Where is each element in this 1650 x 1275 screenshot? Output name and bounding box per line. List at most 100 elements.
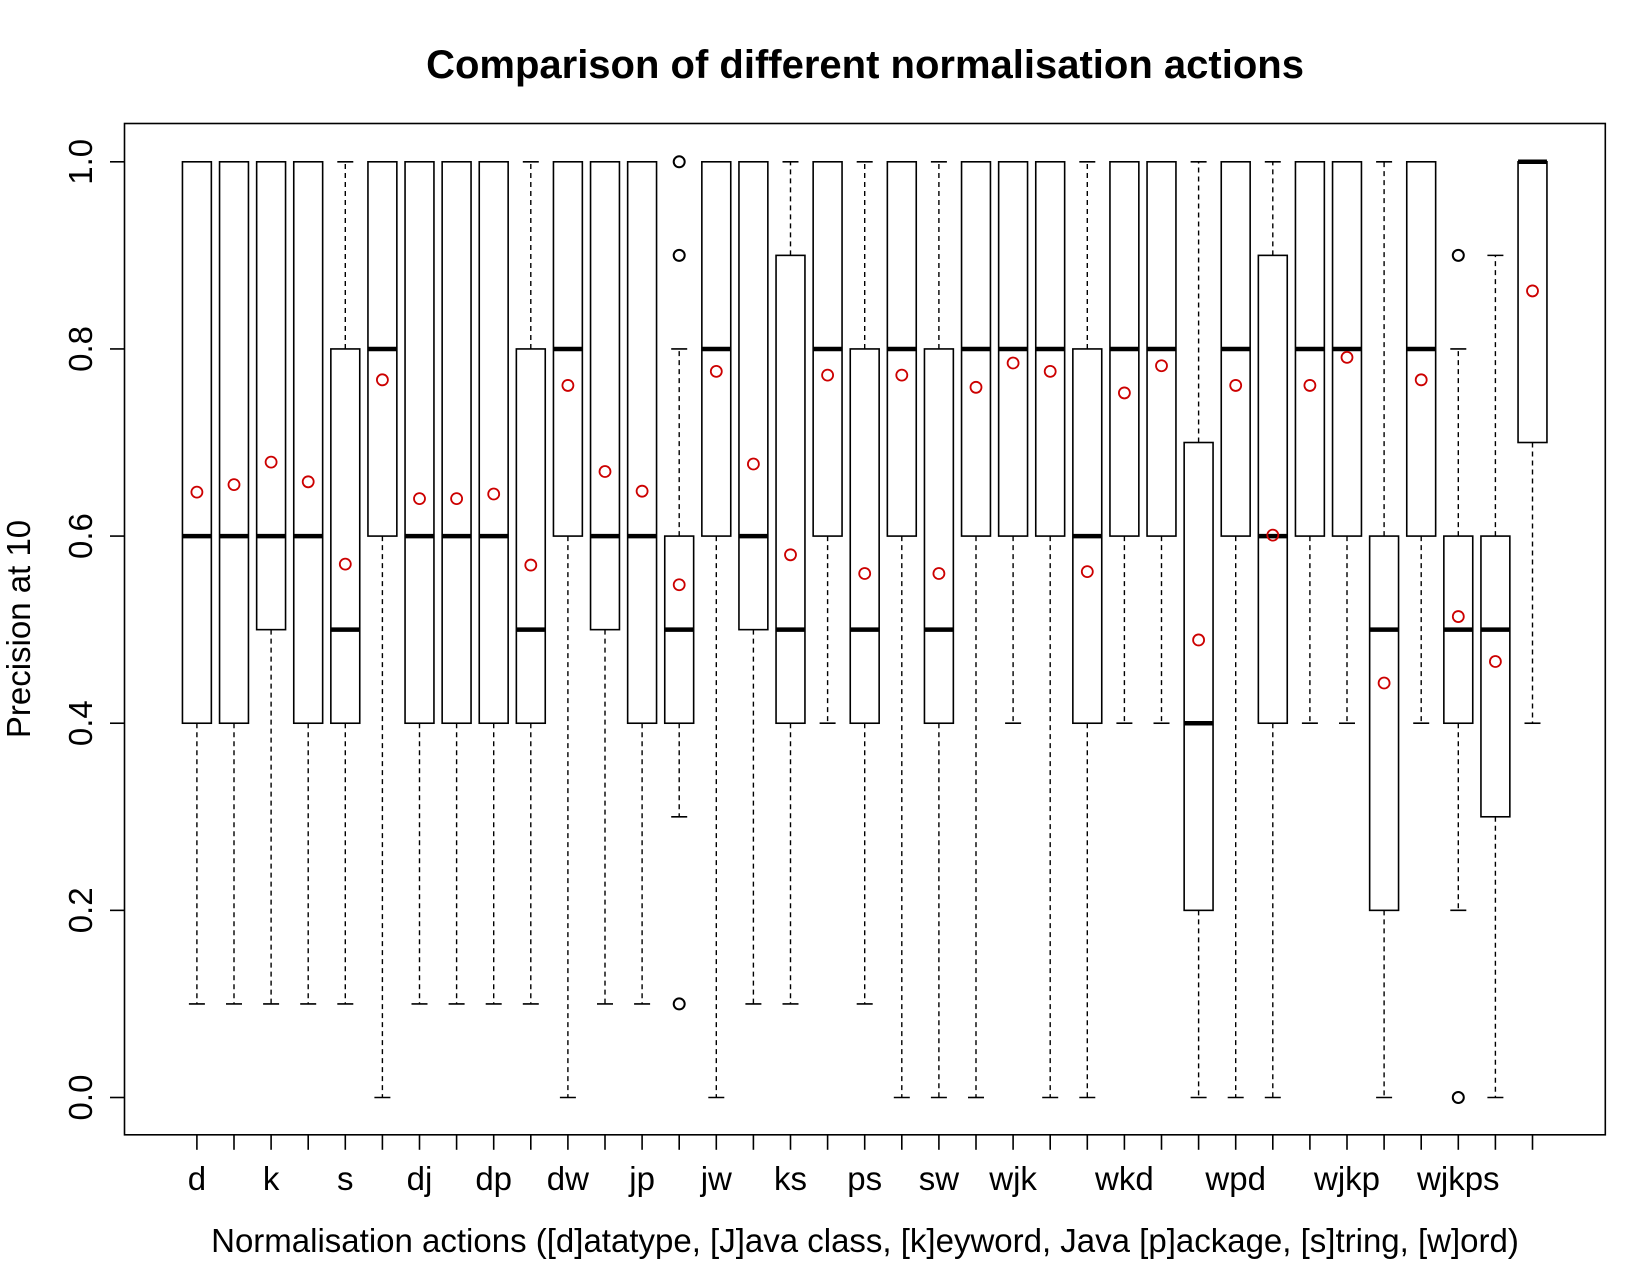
x-axis-label: Normalisation actions ([d]atatype, [J]av… <box>211 1222 1519 1259</box>
box-item-30 <box>1257 161 1289 1099</box>
box-jw <box>701 161 732 1099</box>
iqr-box <box>1368 535 1400 912</box>
mean-marker <box>1229 379 1243 392</box>
box-k <box>255 161 287 1005</box>
y-axis: 0.0 0.2 0.4 0.6 0.8 1.0 <box>62 139 125 1121</box>
box-item-16 <box>738 161 769 1005</box>
x-tick-label: wjk <box>988 1160 1037 1197</box>
iqr-box <box>330 348 361 725</box>
mean-marker <box>858 567 872 580</box>
y-tick-label: 0.8 <box>62 326 99 372</box>
iqr-box <box>1517 161 1548 444</box>
box-wjkp <box>1331 161 1363 725</box>
mean-marker <box>1043 364 1057 378</box>
mean-marker <box>264 455 278 469</box>
x-tick-label: dj <box>407 1160 433 1197</box>
iqr-box <box>849 348 880 725</box>
box-jp <box>626 161 658 1005</box>
x-tick-label: wpd <box>1204 1160 1266 1197</box>
box-item-12 <box>589 161 621 1005</box>
mean-marker <box>1155 359 1168 373</box>
box-item-34 <box>1405 161 1437 725</box>
mean-marker <box>895 368 909 382</box>
x-tick-label: s <box>337 1160 354 1197</box>
box-item-24 <box>1034 161 1066 1099</box>
mean-marker <box>1451 610 1465 623</box>
x-tick-label: dp <box>475 1160 512 1197</box>
mean-marker <box>524 558 538 572</box>
iqr-box <box>478 161 509 725</box>
box-item-2 <box>218 161 250 1005</box>
box-ks <box>775 161 806 1005</box>
x-axis: d k s dj dp dw jp jw ks ps sw wjk wkd wpd wjkp wjkps <box>188 1134 1534 1197</box>
box-item-25 <box>1072 161 1103 1099</box>
mean-marker <box>709 364 723 378</box>
mean-marker <box>190 485 204 499</box>
x-tick-label: d <box>188 1160 206 1197</box>
box-item-37 <box>1517 159 1548 725</box>
box-d <box>181 161 213 1005</box>
box-wjkps <box>1443 248 1474 1104</box>
mean-marker <box>1118 386 1131 400</box>
mean-marker <box>227 478 241 492</box>
chart-title: Comparison of different normalisation ac… <box>426 43 1304 87</box>
iqr-box <box>1480 535 1511 818</box>
outlier-point <box>1451 248 1465 262</box>
mean-marker <box>1006 356 1020 370</box>
iqr-box <box>1257 254 1289 725</box>
y-tick-label: 0.4 <box>62 700 99 746</box>
box-item-31 <box>1294 161 1326 725</box>
mean-marker <box>969 380 983 394</box>
box-marks <box>181 155 1548 1104</box>
mean-marker <box>561 379 575 392</box>
iqr-box <box>738 161 769 631</box>
iqr-box <box>181 161 213 725</box>
box-dj <box>404 161 435 1005</box>
mean-marker <box>1526 284 1539 298</box>
mean-marker <box>1303 379 1317 392</box>
x-tick-label: jp <box>628 1160 655 1197</box>
mean-marker <box>1340 350 1354 364</box>
x-tick-label: jw <box>700 1160 732 1197</box>
iqr-box <box>255 161 287 631</box>
box-dp <box>478 161 509 1005</box>
box-item-20 <box>886 161 918 1099</box>
y-tick-label: 0.6 <box>62 513 99 559</box>
x-tick-label: wjkp <box>1313 1160 1380 1197</box>
iqr-box <box>441 161 472 725</box>
mean-marker <box>1192 633 1205 647</box>
box-s <box>330 161 361 1005</box>
box-item-14 <box>663 155 695 1011</box>
iqr-box <box>589 161 621 631</box>
y-tick-label: 0.2 <box>62 887 99 933</box>
mean-marker <box>784 548 797 562</box>
mean-marker <box>1414 373 1428 387</box>
box-wkd <box>1109 161 1140 725</box>
iqr-box <box>775 254 806 725</box>
box-wjk <box>997 161 1029 725</box>
box-item-36 <box>1480 254 1511 1099</box>
y-tick-label: 0.0 <box>62 1075 99 1121</box>
mean-marker <box>821 368 834 382</box>
mean-marker <box>413 492 426 506</box>
iqr-box <box>404 161 435 725</box>
box-ps <box>849 161 880 1005</box>
iqr-box <box>626 161 658 725</box>
x-tick-label: wkd <box>1094 1160 1154 1197</box>
mean-marker <box>1266 528 1280 542</box>
x-tick-label: dw <box>547 1160 589 1197</box>
mean-marker <box>1377 676 1391 690</box>
iqr-box <box>292 161 324 725</box>
mean-marker <box>450 492 464 506</box>
x-tick-label: k <box>263 1160 280 1197</box>
box-sw <box>923 161 955 1099</box>
outlier-point <box>672 248 686 262</box>
outlier-point <box>672 997 686 1011</box>
x-tick-label: wjkps <box>1416 1160 1500 1197</box>
box-item-33 <box>1368 161 1400 1099</box>
mean-marker <box>672 578 686 592</box>
box-item-8 <box>441 161 472 1005</box>
mean-marker <box>487 487 501 501</box>
mean-marker <box>301 475 315 489</box>
